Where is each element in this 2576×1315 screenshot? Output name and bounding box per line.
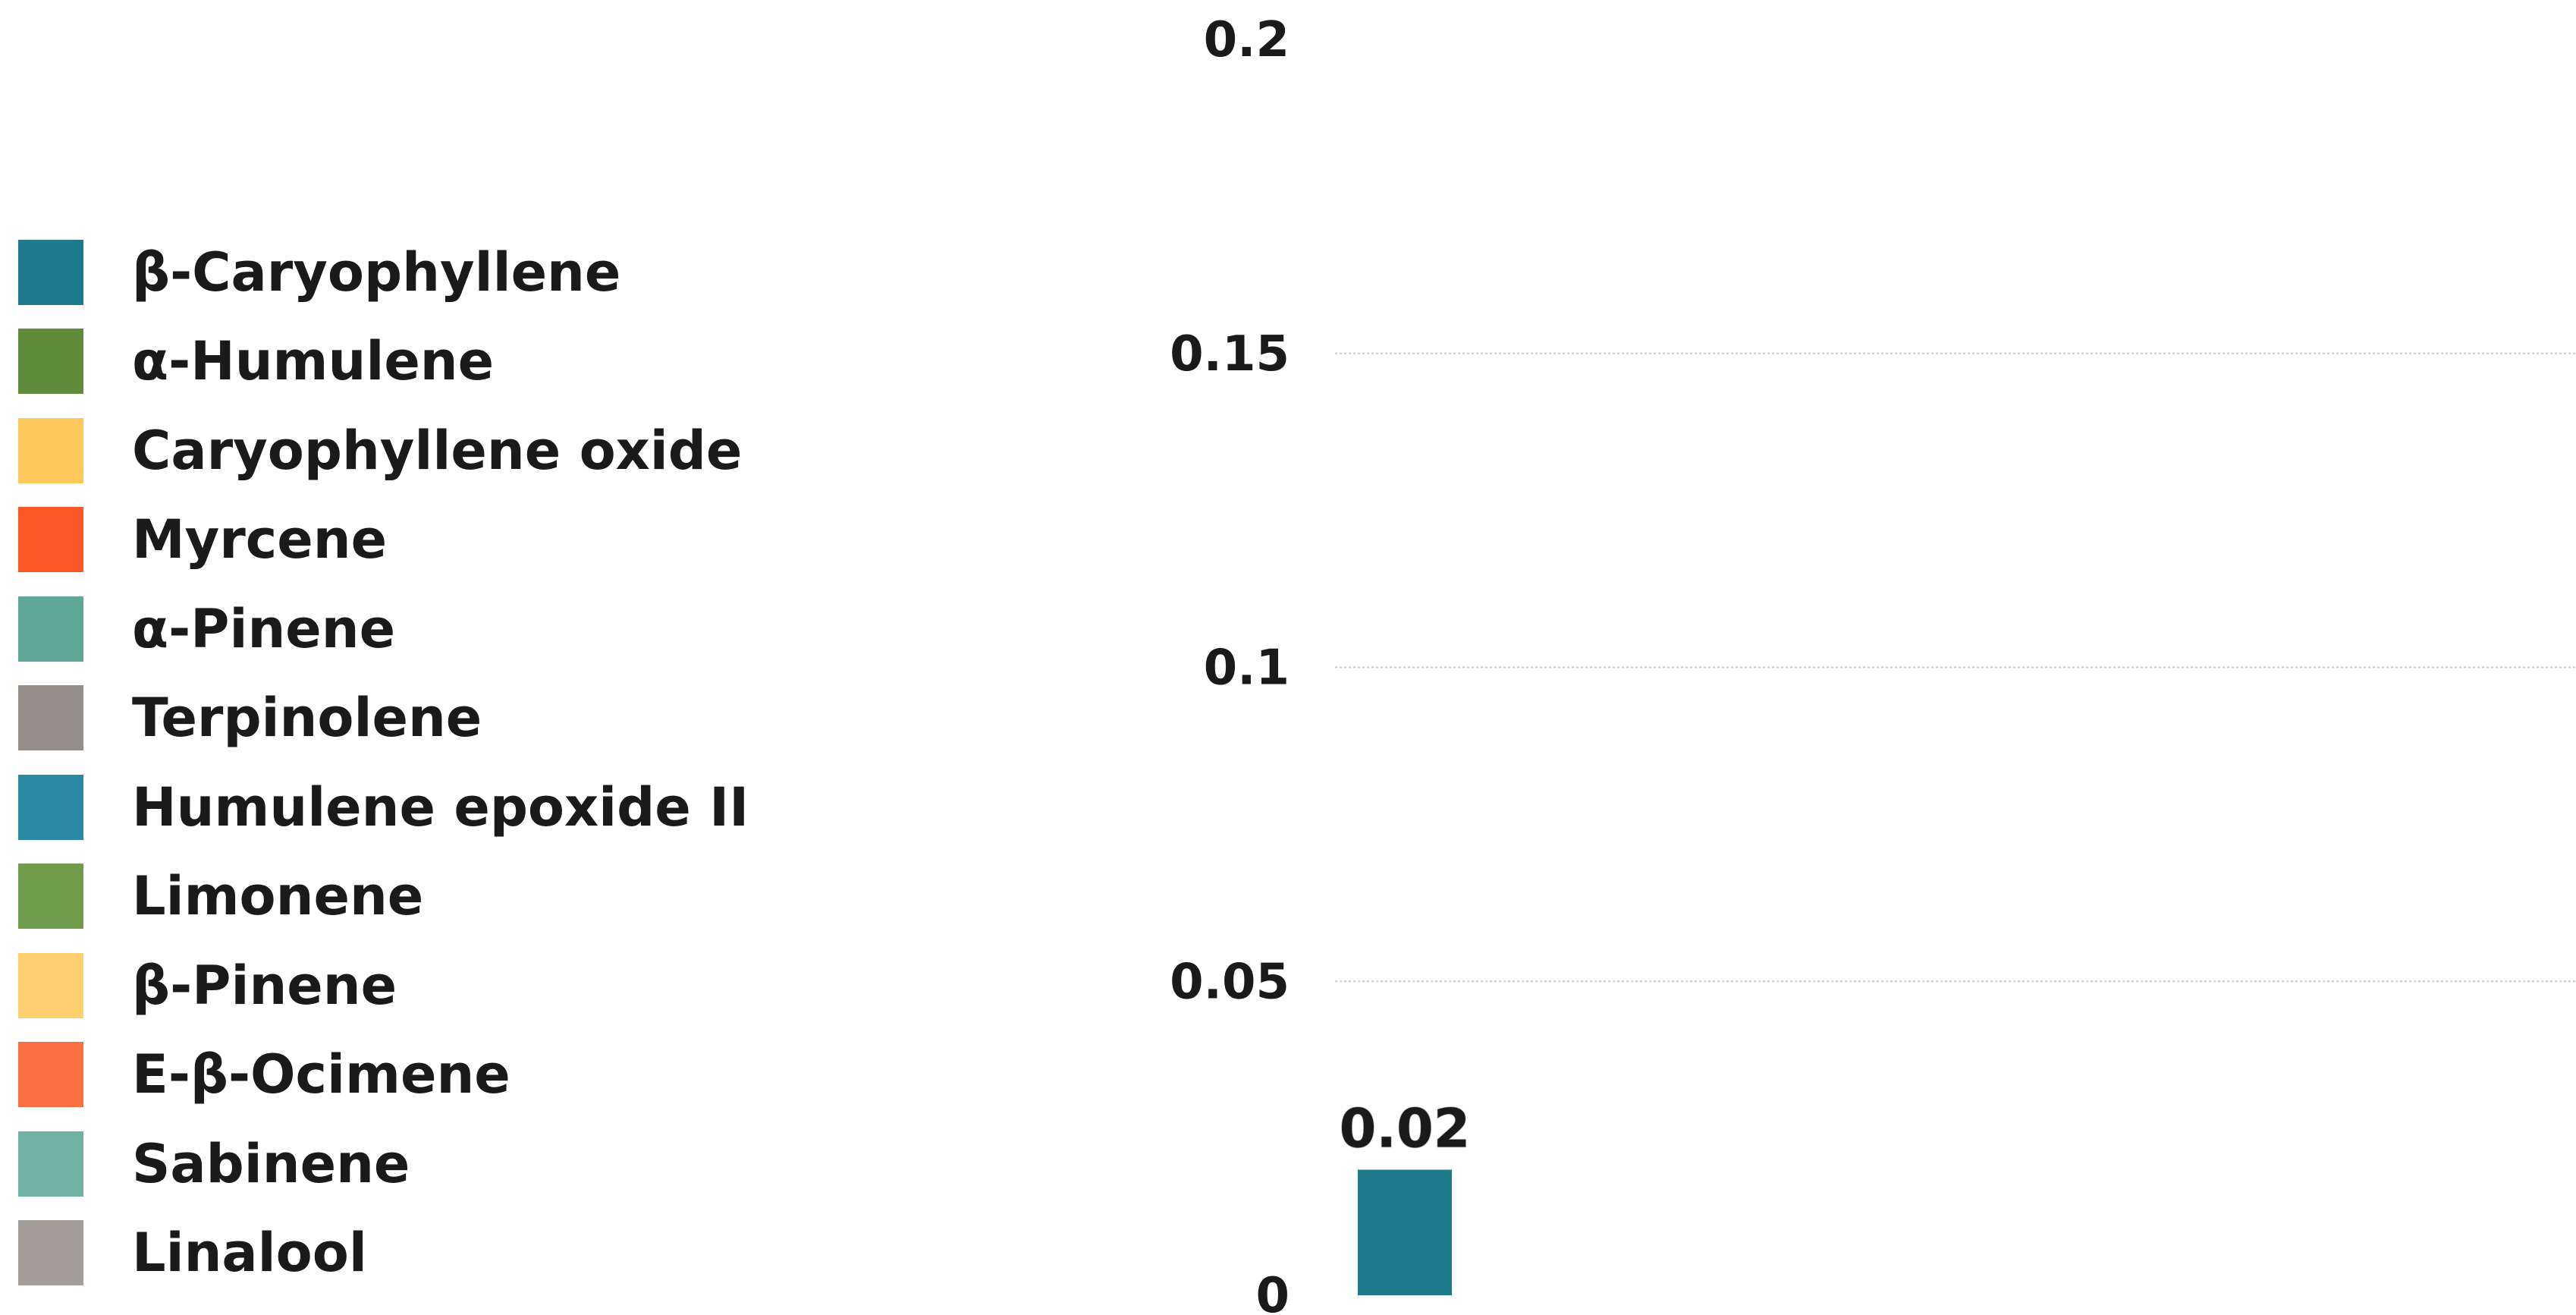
legend-item: α-Pinene bbox=[18, 584, 822, 674]
legend-label: Sabinene bbox=[132, 1132, 410, 1195]
legend-swatch bbox=[18, 1131, 83, 1197]
legend-item: α-Humulene bbox=[18, 317, 822, 407]
legend-item: E-β-Ocimene bbox=[18, 1030, 822, 1120]
y-tick-label: 0.05 bbox=[1170, 954, 1290, 1010]
legend-item: Terpinolene bbox=[18, 674, 822, 763]
legend-swatch bbox=[18, 596, 83, 662]
y-axis: 0 0.05 0.1 0.15 0.2 bbox=[1170, 12, 1290, 1315]
y-tick-label: 0.2 bbox=[1204, 12, 1290, 68]
legend-label: β-Pinene bbox=[132, 954, 397, 1017]
legend-item: Limonene bbox=[18, 852, 822, 942]
legend-swatch bbox=[18, 507, 83, 573]
data-labels: 0.02 bbox=[1339, 1097, 1471, 1161]
legend: β-Caryophyllene α-Humulene Caryophyllene o… bbox=[18, 228, 822, 1298]
legend-item: Sabinene bbox=[18, 1119, 822, 1209]
legend-label: Terpinolene bbox=[132, 687, 482, 750]
legend-swatch bbox=[18, 1220, 83, 1286]
legend-label: Myrcene bbox=[132, 508, 388, 571]
legend-label: Limonene bbox=[132, 865, 424, 928]
legend-item: Myrcene bbox=[18, 495, 822, 585]
legend-swatch bbox=[18, 329, 83, 395]
legend-label: E-β-Ocimene bbox=[132, 1043, 510, 1106]
legend-label: Humulene epoxide II bbox=[132, 775, 749, 838]
legend-item: Humulene epoxide II bbox=[18, 763, 822, 852]
legend-item: Linalool bbox=[18, 1209, 822, 1298]
legend-label: β-Caryophyllene bbox=[132, 241, 621, 304]
legend-item: Caryophyllene oxide bbox=[18, 406, 822, 495]
legend-swatch bbox=[18, 952, 83, 1018]
legend-label: α-Humulene bbox=[132, 330, 495, 393]
legend-label: Linalool bbox=[132, 1222, 367, 1285]
legend-item: β-Caryophyllene bbox=[18, 228, 822, 317]
legend-swatch bbox=[18, 239, 83, 305]
y-tick-label: 0.15 bbox=[1170, 326, 1290, 382]
legend-swatch bbox=[18, 1042, 83, 1108]
legend-item: β-Pinene bbox=[18, 941, 822, 1030]
y-tick-label: 0 bbox=[1255, 1268, 1290, 1315]
y-tick-label: 0.1 bbox=[1204, 640, 1290, 697]
legend-swatch bbox=[18, 774, 83, 840]
legend-swatch bbox=[18, 864, 83, 930]
gridlines bbox=[1335, 352, 2576, 983]
legend-swatch bbox=[18, 685, 83, 751]
bar bbox=[1358, 1169, 1452, 1295]
bar-data-label: 0.02 bbox=[1340, 1098, 1471, 1160]
legend-label: α-Pinene bbox=[132, 597, 396, 660]
bars bbox=[1358, 1169, 1452, 1295]
legend-label: Caryophyllene oxide bbox=[132, 419, 743, 482]
legend-swatch bbox=[18, 417, 83, 483]
